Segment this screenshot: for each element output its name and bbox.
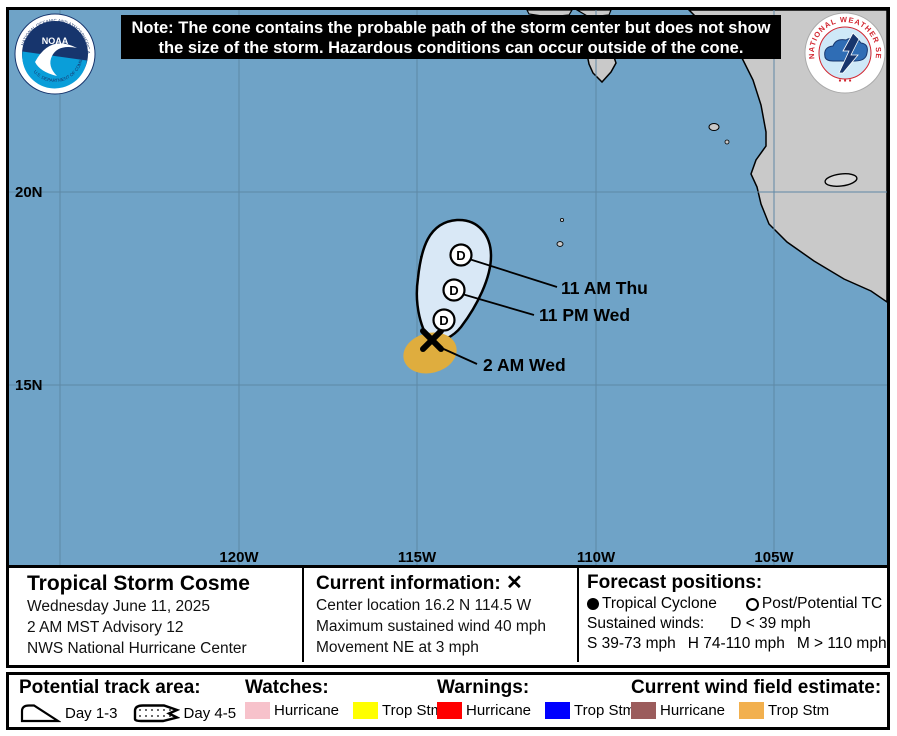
legend-panel: Potential track area: Day 1-3 Day 4-5 Wa… <box>6 672 890 730</box>
graphic-frame: D D D 11 AM Thu 11 PM Wed 2 AM Wed 20N 1… <box>6 7 890 668</box>
noaa-logo-icon: NOAA NATIONAL OCEANIC AND ATMOSPHERIC AD… <box>13 12 96 95</box>
post-potential-tc-label: Post/Potential TC <box>761 595 883 612</box>
storm-agency: NWS National Hurricane Center <box>27 640 247 657</box>
hurricane-windfield-label: Hurricane <box>660 702 726 719</box>
trop-stm-warning-swatch <box>545 702 571 719</box>
storm-date: Wednesday June 11, 2025 <box>27 598 210 615</box>
nws-lightning-bolt <box>838 32 860 74</box>
windfield-heading: Current wind field estimate: <box>631 677 882 698</box>
island <box>724 139 730 145</box>
trop-stm-watch-label: Trop Stm <box>382 702 444 719</box>
trop-stm-windfield-label: Trop Stm <box>768 702 830 719</box>
forecast-point-label: D <box>439 313 448 328</box>
lon-label-115w: 115W <box>398 549 437 566</box>
forecast-point-icon <box>432 308 456 332</box>
graticule <box>9 10 887 565</box>
forecast-point-icon <box>449 243 473 267</box>
note-banner: Note: The cone contains the probable pat… <box>121 15 781 59</box>
info-panel: Tropical Storm Cosme Wednesday June 11, … <box>9 568 887 662</box>
wind-m-label: M > 110 mph <box>796 635 887 652</box>
max-wind: Maximum sustained wind 40 mph <box>316 618 547 635</box>
movement: Movement NE at 3 mph <box>316 639 479 656</box>
wind-s-label: S 39-73 mph <box>587 635 676 652</box>
hurricane-warning-swatch <box>437 702 462 719</box>
wind-h-label: H 74-110 mph <box>687 635 785 652</box>
lon-label-105w: 105W <box>754 549 794 566</box>
forecast-positions-heading: Forecast positions: <box>587 572 763 593</box>
island <box>560 217 565 222</box>
island <box>708 123 720 131</box>
lon-label-120w: 120W <box>219 549 259 566</box>
storm-advisory: 2 AM MST Advisory 12 <box>27 619 184 636</box>
storm-info-column: Tropical Storm Cosme Wednesday June 11, … <box>9 568 302 662</box>
noaa-wordmark: NOAA <box>42 36 69 46</box>
day13-cone-icon <box>20 704 61 723</box>
lat-label-20n: 20N <box>15 184 43 201</box>
forecast-point-label: D <box>456 248 465 263</box>
tropical-cyclone-dot-icon <box>587 598 599 610</box>
potential-track-area-heading: Potential track area: <box>19 677 201 698</box>
island <box>556 241 564 247</box>
hurricane-warning-label: Hurricane <box>466 702 532 719</box>
wind-field-trop-stm <box>403 332 457 374</box>
note-line1: Note: The cone contains the probable pat… <box>131 19 771 37</box>
hurricane-watch-label: Hurricane <box>274 702 340 719</box>
trop-stm-windfield-swatch <box>739 702 765 719</box>
sustained-winds-label: Sustained winds: <box>587 615 705 632</box>
trop-stm-warning-label: Trop Stm <box>574 702 636 719</box>
map-canvas: D D D 11 AM Thu 11 PM Wed 2 AM Wed 20N 1… <box>9 10 887 566</box>
nws-stars: ▪ ▪ ▪ <box>839 76 852 85</box>
callout-label-2am-wed: 2 AM Wed <box>483 355 566 375</box>
storm-title: Tropical Storm Cosme <box>27 572 250 595</box>
forecast-point-icon <box>442 278 466 302</box>
noaa-seagull <box>35 43 77 76</box>
watches-group: Watches: Hurricane Trop Stm <box>245 677 457 719</box>
windfield-group: Current wind field estimate: Hurricane T… <box>631 677 881 719</box>
watches-heading: Watches: <box>245 677 329 698</box>
current-info-column: Current information: ✕ Center location 1… <box>302 568 577 662</box>
forecast-point-markers: D D D <box>432 243 473 332</box>
warnings-heading: Warnings: <box>437 677 530 698</box>
nws-logo-icon: NATIONAL WEATHER SERVICE ▪ ▪ ▪ <box>803 11 886 94</box>
forecast-positions-column: Forecast positions: Tropical Cyclone Pos… <box>577 568 887 662</box>
current-info-heading: Current information: ✕ <box>316 572 523 594</box>
lon-label-110w: 110W <box>577 549 616 566</box>
note-line2: the size of the storm. Hazardous conditi… <box>158 39 744 57</box>
hurricane-watch-swatch <box>245 702 270 719</box>
forecast-map: D D D 11 AM Thu 11 PM Wed 2 AM Wed 20N 1… <box>9 10 887 568</box>
current-position-marker <box>420 328 444 352</box>
current-position-symbol: ✕ <box>506 572 523 594</box>
wind-d-label: D < 39 mph <box>730 615 811 632</box>
lat-label-15n: 15N <box>15 377 43 394</box>
day45-cone-icon <box>133 704 180 723</box>
hurricane-windfield-swatch <box>631 702 656 719</box>
trop-stm-watch-swatch <box>353 702 379 719</box>
callout-label-11am-thu: 11 AM Thu <box>561 278 648 298</box>
day45-label: Day 4-5 <box>183 704 237 722</box>
post-potential-tc-dot-icon <box>745 597 759 611</box>
tropical-cyclone-label: Tropical Cyclone <box>602 595 717 612</box>
callout-label-11pm-wed: 11 PM Wed <box>539 305 630 325</box>
forecast-point-label: D <box>449 283 458 298</box>
potential-track-area-group: Potential track area: Day 1-3 Day 4-5 <box>19 677 250 724</box>
lake <box>824 173 858 187</box>
center-location: Center location 16.2 N 114.5 W <box>316 597 532 614</box>
day13-label: Day 1-3 <box>65 704 118 722</box>
warnings-group: Warnings: Hurricane Trop Stm <box>437 677 649 719</box>
